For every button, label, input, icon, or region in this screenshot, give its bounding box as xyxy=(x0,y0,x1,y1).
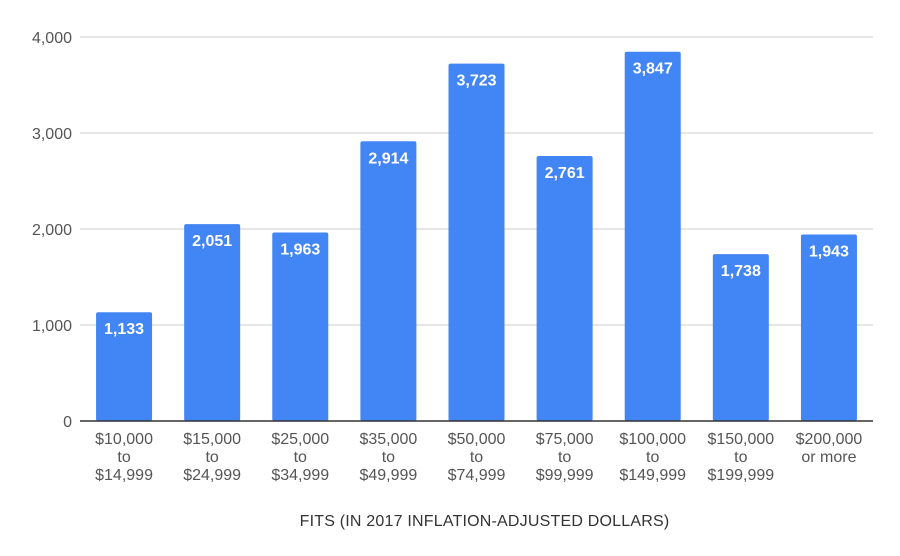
bar xyxy=(800,234,857,421)
bar xyxy=(360,141,417,422)
x-axis-ticks: $10,000 to $14,999 $15,000 to $24,999 $25,000 t… xyxy=(95,431,862,484)
bar xyxy=(96,312,153,421)
bar-value-label: 2,761 xyxy=(545,165,585,182)
bar-value-label: 2,914 xyxy=(368,150,408,167)
y-axis-ticks: 0 1,000 2,000 3,000 4,000 xyxy=(32,30,72,431)
bar-value-label: 1,738 xyxy=(721,263,761,280)
x-tick-label: $200,000 or more xyxy=(796,431,863,466)
y-tick-label: 4,000 xyxy=(32,30,72,47)
y-tick-label: 0 xyxy=(63,414,72,431)
x-tick-label: $35,000 to $49,999 xyxy=(359,431,417,484)
x-tick-label: $15,000 to $24,999 xyxy=(183,431,241,484)
y-tick-label: 2,000 xyxy=(32,222,72,239)
bar-value-label: 3,847 xyxy=(633,61,673,78)
bar-value-label: 1,943 xyxy=(809,243,849,260)
bar xyxy=(536,155,593,421)
bar-data-labels: 1,133 2,051 1,963 2,914 3,723 2,761 3,847 1,738… xyxy=(104,61,849,339)
bar-value-label: 1,133 xyxy=(104,321,144,338)
x-axis-title: FITS (IN 2017 INFLATION-ADJUSTED DOLLARS… xyxy=(300,513,670,530)
y-tick-label: 3,000 xyxy=(32,126,72,143)
x-tick-label: $100,000 to $149,999 xyxy=(619,431,686,484)
bar xyxy=(712,254,769,421)
x-tick-label: $150,000 to $199,999 xyxy=(707,431,774,484)
x-tick-label: $25,000 to $34,999 xyxy=(271,431,329,484)
y-tick-label: 1,000 xyxy=(32,318,72,335)
bars xyxy=(96,51,857,422)
bar xyxy=(624,51,681,422)
x-tick-label: $10,000 to $14,999 xyxy=(95,431,153,484)
x-tick-label: $75,000 to $99,999 xyxy=(536,431,594,484)
bar xyxy=(448,63,505,421)
bar-value-label: 3,723 xyxy=(456,73,496,90)
bar xyxy=(184,224,241,421)
bar-value-label: 1,963 xyxy=(280,242,320,259)
x-tick-label: $50,000 to $74,999 xyxy=(448,431,506,484)
bar xyxy=(272,232,329,421)
bar-value-label: 2,051 xyxy=(192,233,232,250)
